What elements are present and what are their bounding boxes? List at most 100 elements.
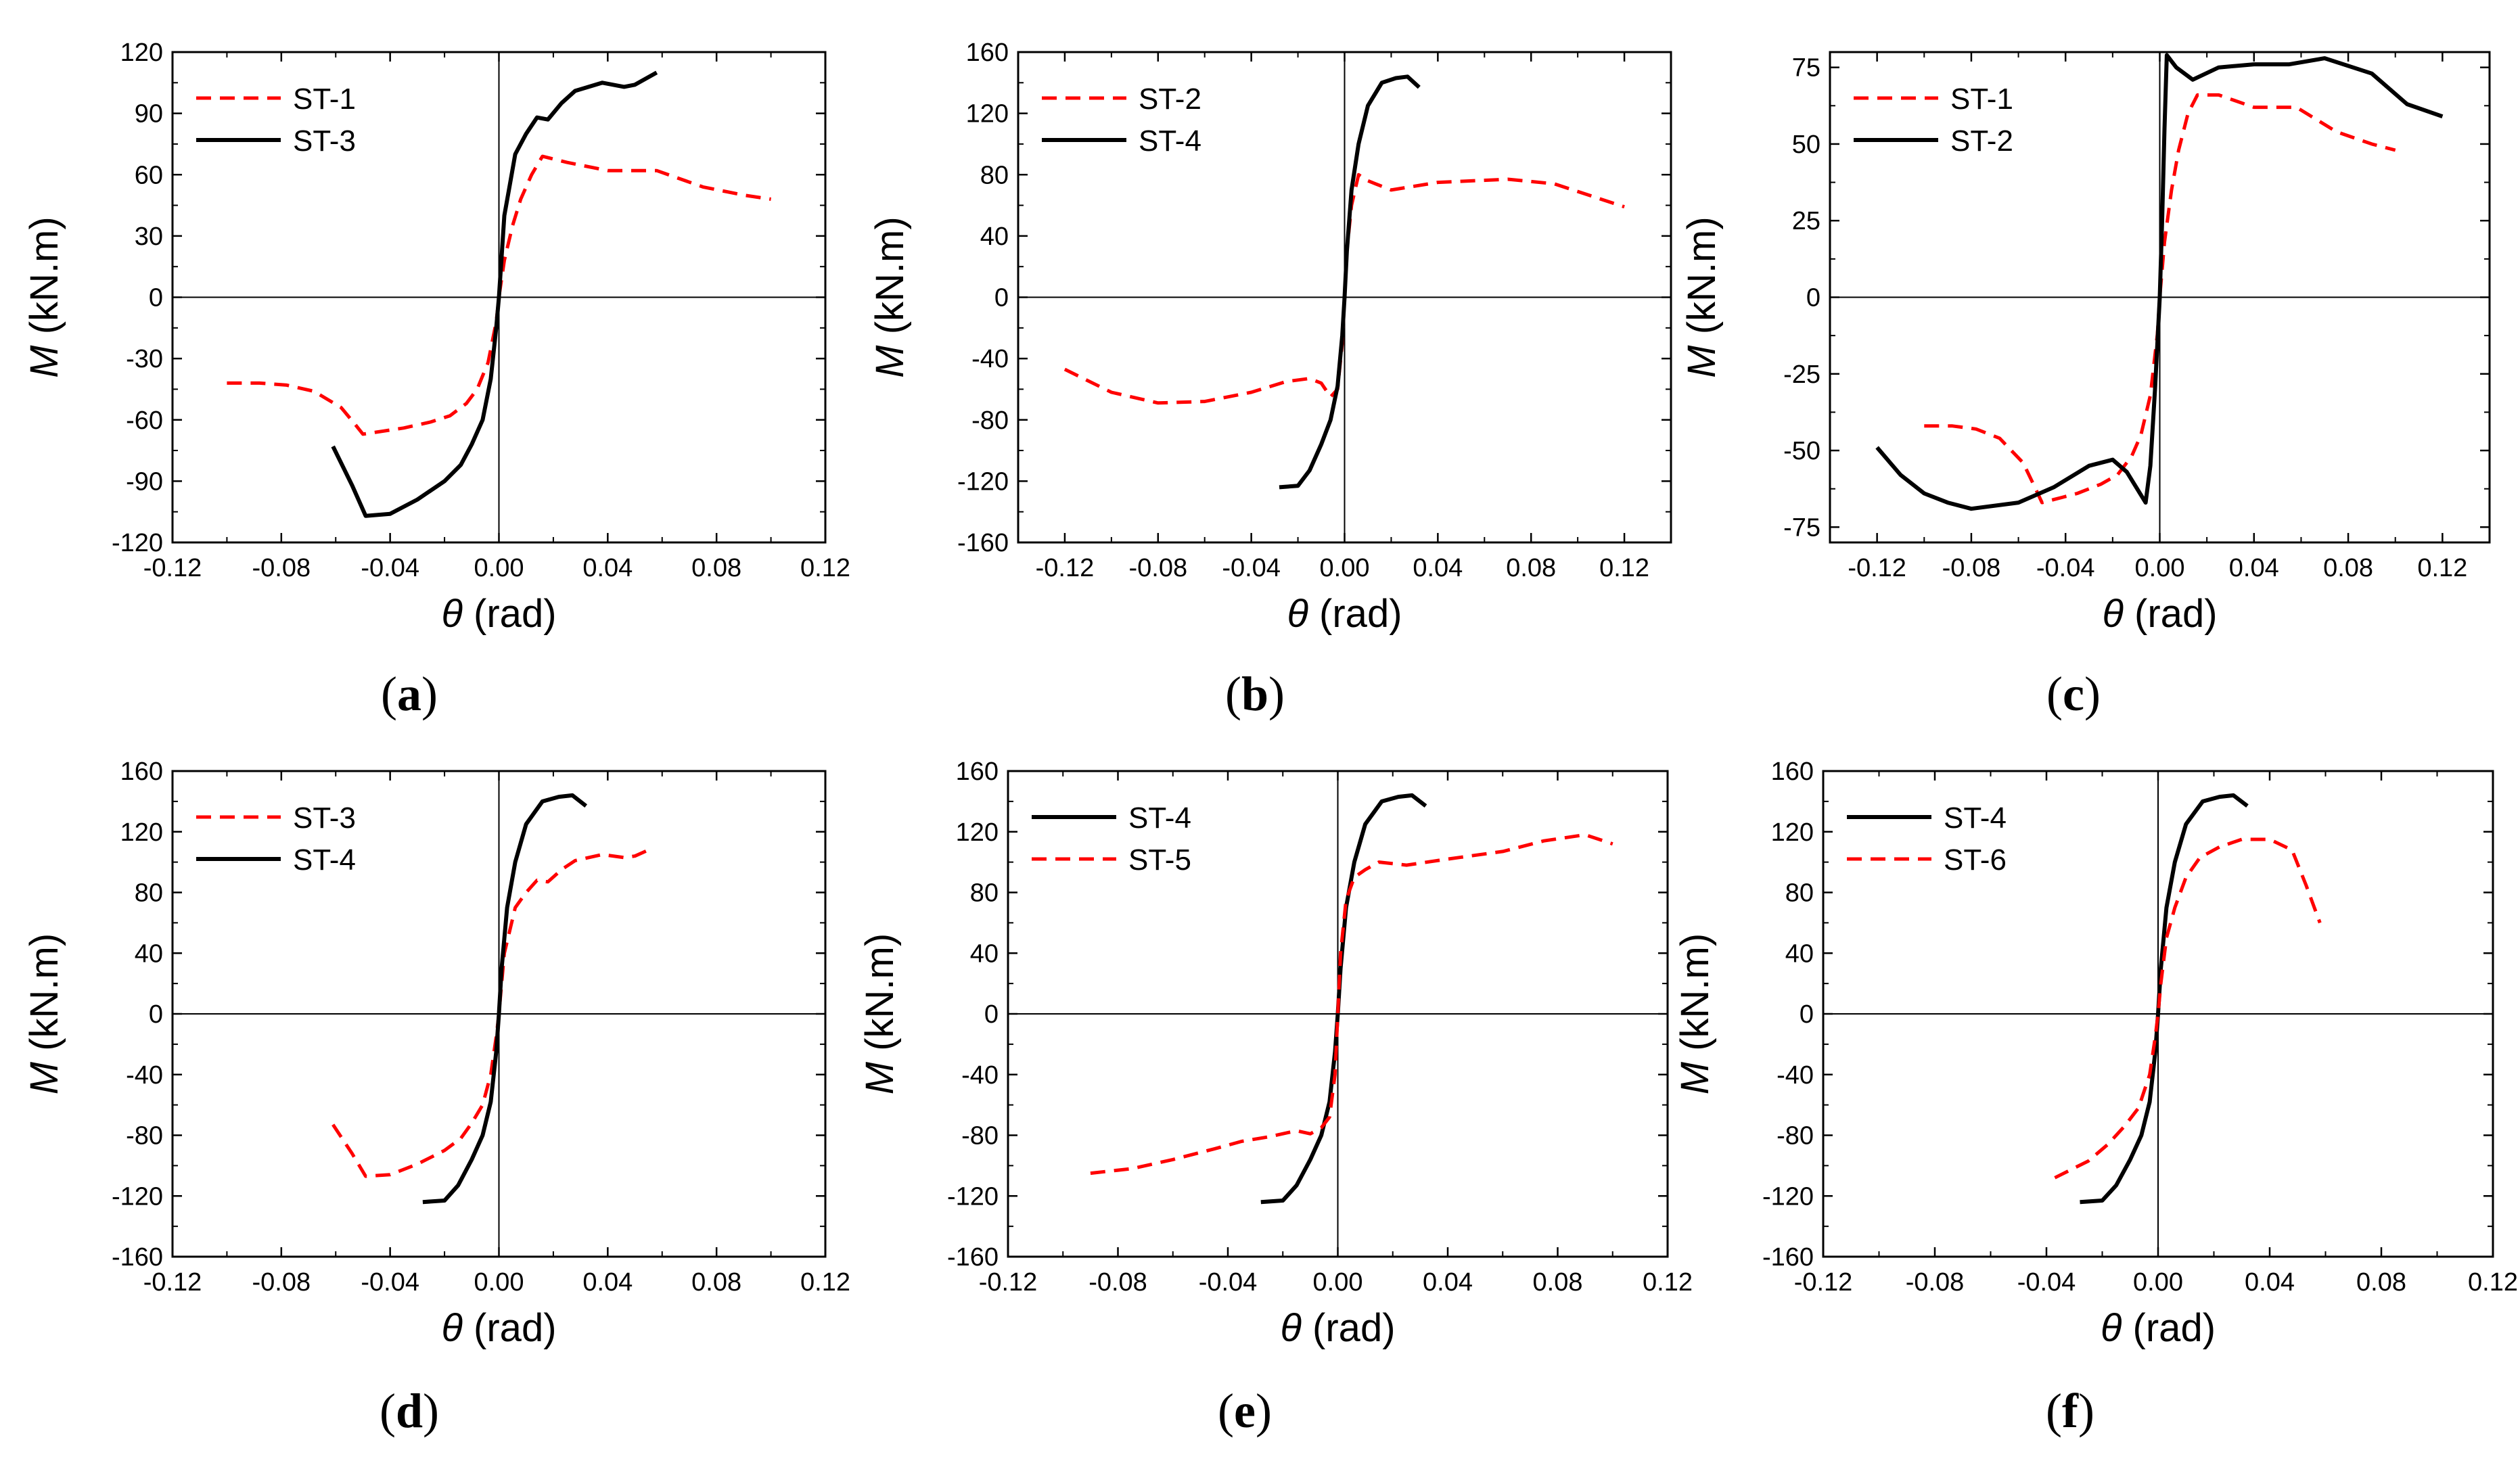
- y-tick-label: -90: [126, 467, 163, 496]
- y-tick-label: -160: [1762, 1243, 1814, 1272]
- y-tick-label: -30: [126, 345, 163, 373]
- panel-label-letter: d: [396, 1384, 423, 1438]
- y-axis-title: M (kN.m): [858, 933, 902, 1094]
- y-tick-label: 40: [1785, 939, 1814, 968]
- panel-label: (f): [2046, 1384, 2094, 1438]
- y-axis-title: M (kN.m): [1680, 216, 1724, 377]
- x-tick-label: -0.08: [252, 554, 311, 582]
- legend-label: ST-4: [1944, 801, 2007, 835]
- y-tick-label: 25: [1792, 207, 1820, 235]
- chart-panel-c: -0.12 -0.08 -0.04 0.00 0.04 0.08 0.12 75 50 25 0 -2…: [1680, 51, 2491, 636]
- panel-label-open: (: [2046, 1384, 2062, 1438]
- y-tick-label: 50: [1792, 131, 1820, 159]
- legend-label: ST-3: [293, 124, 356, 158]
- y-tick-label: 75: [1792, 54, 1820, 83]
- y-axis-title: M (kN.m): [868, 216, 912, 377]
- y-tick-label: 80: [970, 879, 999, 908]
- y-tick-label: -160: [112, 1243, 163, 1272]
- y-tick-label: -80: [961, 1122, 999, 1150]
- y-tick-label: 80: [980, 161, 1009, 189]
- y-tick-label: 90: [135, 100, 163, 129]
- x-axis-title: θ (rad): [441, 1306, 556, 1350]
- chart-panel-e: -0.12 -0.08 -0.04 0.00 0.04 0.08 0.12 160 120 80 4…: [858, 758, 1693, 1350]
- x-tick-label: -0.04: [1199, 1268, 1258, 1297]
- y-axis-symbol: M: [868, 345, 912, 378]
- legend-label: ST-1: [293, 83, 356, 116]
- x-tick-label: 0.00: [1320, 554, 1370, 582]
- x-tick-label: -0.04: [2017, 1268, 2076, 1297]
- y-axis-symbol: M: [22, 1061, 66, 1094]
- y-tick-label: 30: [135, 223, 163, 251]
- x-tick-label: 0.12: [1599, 554, 1649, 582]
- x-tick-label: 0.12: [800, 554, 850, 582]
- x-tick-label: 0.08: [691, 1268, 741, 1297]
- panel-label-letter: b: [1241, 667, 1268, 721]
- x-tick-label: -0.12: [1794, 1268, 1853, 1297]
- panel-label-letter: c: [2063, 667, 2084, 721]
- series-line-st-4: [2080, 793, 2249, 1205]
- panel-label: (c): [2046, 667, 2101, 721]
- panel-label-close: ): [1268, 667, 1285, 721]
- series-line-st-6: [2054, 837, 2322, 1180]
- x-tick-label: -0.04: [2036, 554, 2095, 582]
- y-tick-label: 160: [120, 758, 163, 786]
- panel-label: (d): [380, 1384, 439, 1438]
- x-tick-label: 0.04: [582, 1268, 633, 1297]
- y-tick-label: -40: [1777, 1061, 1814, 1090]
- y-tick-label: -120: [947, 1182, 999, 1211]
- panel-label-open: (: [2046, 667, 2063, 721]
- series-line-st-4: [1279, 74, 1421, 490]
- y-tick-label: -80: [1777, 1122, 1814, 1150]
- y-tick-label: -160: [947, 1243, 999, 1272]
- legend-label: ST-4: [293, 843, 356, 877]
- y-tick-label: 80: [135, 879, 163, 908]
- series-line-st-5: [1090, 833, 1613, 1176]
- x-tick-label: -0.12: [1036, 554, 1095, 582]
- x-tick-label: 0.08: [1506, 554, 1556, 582]
- x-axis-symbol: θ: [2102, 592, 2123, 636]
- x-axis-unit: (rad): [1308, 592, 1402, 636]
- x-tick-label: -0.08: [252, 1268, 311, 1297]
- y-tick-label: -80: [971, 406, 1009, 435]
- panel-label-close: ): [1256, 1384, 1272, 1438]
- legend-label: ST-5: [1128, 843, 1191, 877]
- x-tick-label: 0.04: [1413, 554, 1463, 582]
- x-tick-label: 0.12: [2417, 554, 2467, 582]
- y-axis-unit: (kN.m): [22, 933, 66, 1062]
- series-line-st-2: [1875, 53, 2444, 511]
- chart-panel-b: -0.12 -0.08 -0.04 0.00 0.04 0.08 0.12 160 120 80 4…: [868, 39, 1672, 636]
- x-tick-label: 0.00: [1313, 1268, 1363, 1297]
- x-axis-symbol: θ: [441, 1306, 462, 1350]
- legend-label: ST-1: [1950, 83, 2013, 116]
- chart-panel-a: -0.12 -0.08 -0.04 0.00 0.04 0.08 0.12 120 90 60 30…: [22, 39, 850, 636]
- panel-label-open: (: [380, 1384, 396, 1438]
- series-line-st-1: [1924, 93, 2396, 505]
- x-tick-label: -0.12: [1848, 554, 1906, 582]
- y-tick-label: -25: [1783, 361, 1820, 389]
- series-line-st-4: [1260, 793, 1427, 1205]
- y-tick-label: -80: [126, 1122, 163, 1150]
- y-axis-unit: (kN.m): [1680, 216, 1724, 345]
- y-tick-label: -40: [961, 1061, 999, 1090]
- y-tick-label: 120: [120, 818, 163, 847]
- y-tick-label: 120: [956, 818, 999, 847]
- x-tick-label: 0.00: [474, 554, 524, 582]
- y-axis-unit: (kN.m): [22, 216, 66, 345]
- x-axis-unit: (rad): [463, 1306, 557, 1350]
- legend-label: ST-6: [1944, 843, 2007, 877]
- x-tick-label: -0.12: [143, 554, 202, 582]
- panel-label-open: (: [1225, 667, 1241, 721]
- y-axis-symbol: M: [22, 345, 66, 378]
- y-tick-label: 160: [1771, 758, 1814, 786]
- y-tick-label: 120: [1771, 818, 1814, 847]
- y-tick-label: 160: [956, 758, 999, 786]
- x-axis-symbol: θ: [1280, 1306, 1301, 1350]
- panel-label-close: ): [421, 667, 438, 721]
- panel-label-letter: f: [2062, 1384, 2079, 1438]
- x-tick-label: 0.04: [2245, 1268, 2295, 1297]
- y-tick-label: 0: [994, 284, 1009, 312]
- y-axis-unit: (kN.m): [1673, 933, 1717, 1062]
- x-axis-title: θ (rad): [2102, 592, 2217, 636]
- panel-label: (a): [381, 667, 438, 721]
- y-tick-label: -40: [971, 345, 1009, 373]
